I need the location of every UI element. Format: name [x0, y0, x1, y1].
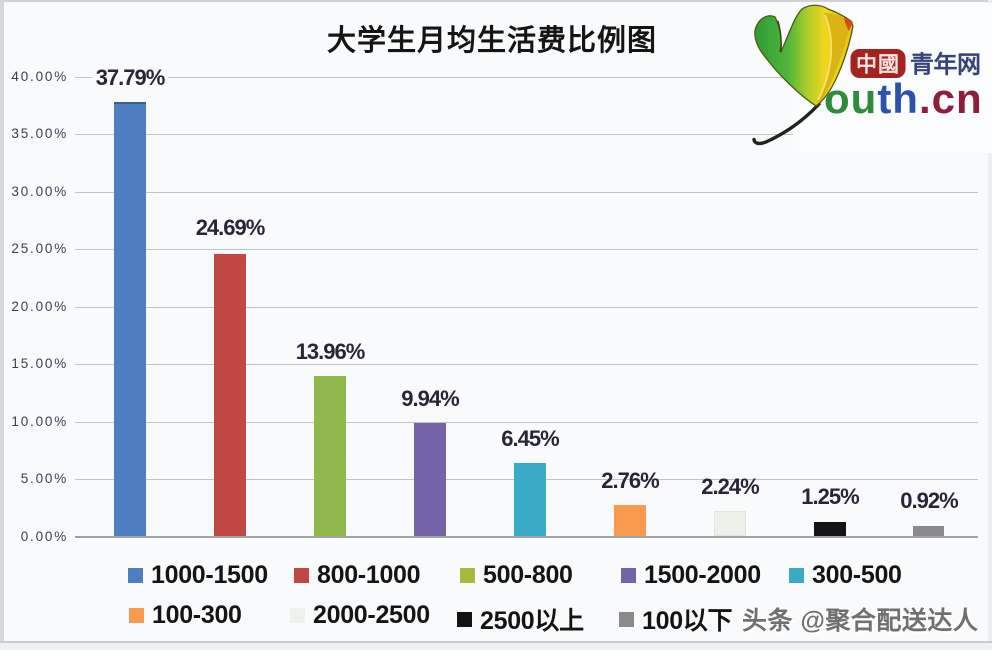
svg-text:outh.cn: outh.cn — [824, 75, 983, 122]
svg-text:青年网: 青年网 — [910, 51, 981, 79]
svg-text:中國: 中國 — [856, 54, 900, 77]
